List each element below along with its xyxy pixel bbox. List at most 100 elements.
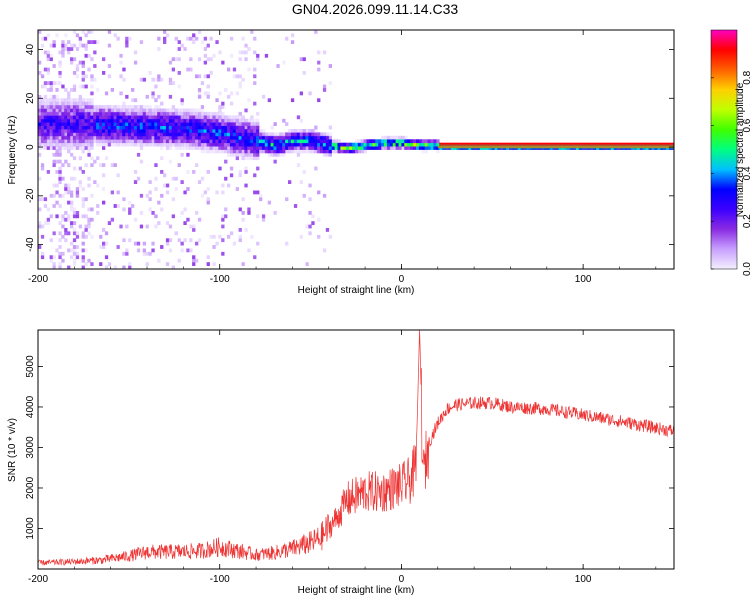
- heatmap-cell: [270, 132, 274, 137]
- heatmap-cell: [49, 105, 53, 109]
- heatmap-cell: [160, 207, 164, 212]
- heatmap-cell: [154, 98, 158, 103]
- heatmap-cell: [55, 214, 59, 219]
- heatmap-cell: [104, 255, 109, 260]
- heatmap-cell: [139, 224, 144, 229]
- heatmap-cell: [186, 36, 190, 41]
- heatmap-cell: [250, 234, 254, 239]
- heatmap-cell: [64, 111, 68, 116]
- heatmap-cell: [186, 135, 190, 140]
- heatmap-cell: [125, 94, 129, 99]
- heatmap-cell: [398, 139, 402, 144]
- heatmap-cell: [67, 142, 71, 147]
- snr-y-tick-label: 2000: [25, 476, 36, 499]
- heatmap-cell: [148, 71, 152, 75]
- heatmap-cell: [485, 142, 489, 147]
- heatmap-cell: [322, 139, 327, 144]
- heatmap-cell: [256, 156, 260, 161]
- heatmap-cell: [212, 111, 216, 116]
- heatmap-cell: [52, 204, 56, 208]
- heatmap-cell: [90, 129, 94, 133]
- heatmap-cell: [177, 258, 181, 263]
- heatmap-cell: [174, 139, 178, 144]
- heatmap-cell: [52, 183, 56, 188]
- heatmap-cell: [43, 139, 48, 144]
- heatmap-cell: [46, 221, 50, 225]
- heatmap-cell: [587, 142, 591, 147]
- heatmap-cell: [70, 129, 74, 133]
- heatmap-cell: [308, 91, 312, 96]
- heatmap-cell: [113, 33, 117, 38]
- heatmap-cell: [491, 142, 495, 147]
- heatmap-cell: [58, 118, 62, 123]
- colorbar: 0.00.20.40.60.8 Normalized spectral ampl…: [710, 29, 750, 276]
- snr-y-axis-label: SNR (10 * v/v): [7, 418, 18, 482]
- heatmap-cell: [596, 142, 600, 147]
- heatmap-cell: [125, 115, 129, 120]
- heatmap-cell: [206, 146, 210, 150]
- heatmap-cell: [93, 111, 97, 116]
- heatmap-cell: [381, 146, 385, 150]
- heatmap-cell: [163, 36, 167, 41]
- heatmap-cell: [238, 142, 242, 147]
- heatmap-cell: [195, 108, 199, 113]
- heatmap-cell: [270, 142, 274, 147]
- heatmap-cell: [174, 111, 178, 116]
- heatmap-cell: [296, 152, 301, 157]
- heatmap-cell: [200, 132, 205, 137]
- heatmap-cell: [218, 125, 222, 130]
- heatmap-cell: [197, 132, 202, 137]
- heatmap-cell: [84, 139, 88, 144]
- heatmap-cell: [293, 204, 298, 208]
- heatmap-cell: [64, 122, 68, 126]
- heatmap-cell: [52, 132, 56, 137]
- heatmap-cell: [64, 88, 68, 92]
- heatmap-cell: [93, 139, 97, 144]
- heatmap-cell: [436, 149, 440, 154]
- heatmap-cell: [67, 163, 71, 167]
- heatmap-cell: [302, 71, 306, 75]
- heatmap-cell: [282, 132, 286, 137]
- heatmap-cell: [43, 111, 48, 116]
- heatmap-cell: [357, 142, 362, 147]
- heatmap-cell: [366, 139, 370, 144]
- heatmap-cell: [200, 122, 205, 126]
- heatmap-cell: [43, 81, 48, 85]
- heatmap-cell: [84, 142, 88, 147]
- heatmap-cell: [107, 118, 112, 123]
- heatmap-cell: [314, 132, 318, 137]
- heatmap-cell: [67, 248, 71, 253]
- heatmap-cell: [244, 50, 248, 55]
- heatmap-cell: [320, 149, 324, 154]
- heatmap-cell: [250, 129, 254, 133]
- heatmap-cell: [224, 159, 228, 164]
- heatmap-cell: [113, 122, 117, 126]
- heatmap-cell: [72, 101, 77, 106]
- heatmap-cell: [64, 217, 68, 222]
- heatmap-cell: [49, 129, 53, 133]
- heatmap-cell: [148, 129, 152, 133]
- heatmap-cell: [70, 57, 74, 62]
- heatmap-cell: [75, 146, 80, 150]
- heatmap-cell: [154, 135, 158, 140]
- heatmap-cell: [102, 139, 106, 144]
- heatmap-cell: [160, 170, 164, 174]
- heatmap-cell: [247, 156, 251, 161]
- heatmap-cell: [125, 142, 129, 147]
- heatmap-cell: [87, 258, 91, 263]
- heatmap-cell: [46, 129, 50, 133]
- heatmap-cell: [49, 108, 53, 113]
- heatmap-cell: [322, 135, 327, 140]
- heatmap-cell: [93, 129, 97, 133]
- heatmap-cell: [224, 132, 228, 137]
- heatmap-cell: [250, 30, 254, 34]
- heatmap-cell: [99, 105, 103, 109]
- heatmap-cell: [401, 146, 405, 150]
- heatmap-cell: [75, 139, 80, 144]
- heatmap-cell: [328, 152, 332, 157]
- heatmap-cell: [218, 234, 222, 239]
- heatmap-cell: [61, 258, 65, 263]
- heatmap-cell: [247, 248, 251, 253]
- heatmap-cell: [229, 231, 234, 236]
- heatmap-cell: [139, 139, 144, 144]
